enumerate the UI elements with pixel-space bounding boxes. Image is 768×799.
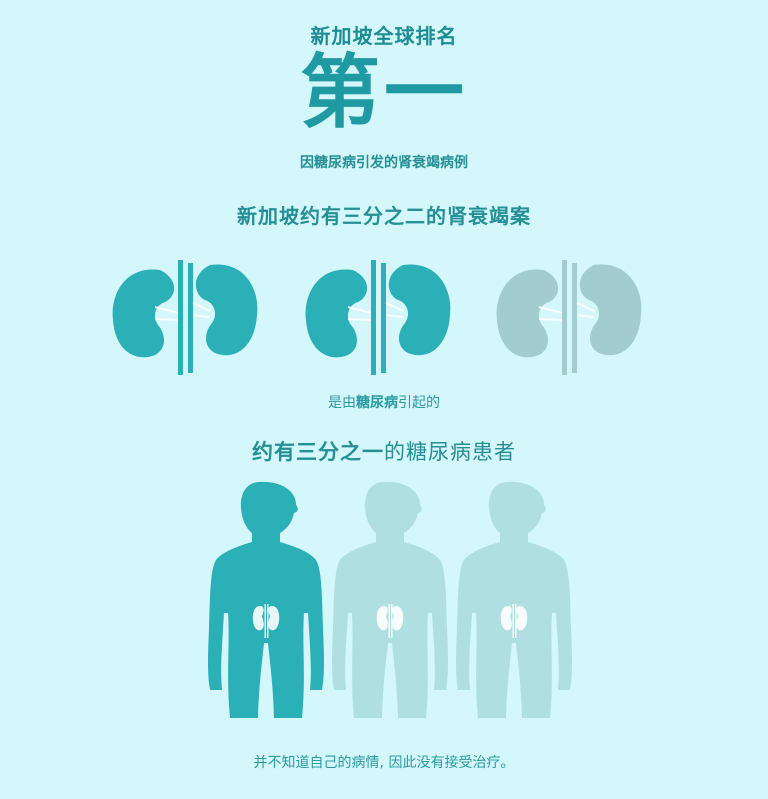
person-icon bbox=[332, 481, 448, 718]
header-title: 新加坡全球排名 bbox=[310, 24, 458, 48]
rank-value: 第一 bbox=[300, 46, 468, 139]
kidney-note-prefix: 是由 bbox=[328, 395, 356, 411]
kidney-note-bold: 糖尿病 bbox=[356, 395, 398, 411]
header-caption: 因糖尿病引发的肾衰竭病例 bbox=[300, 155, 468, 171]
person-icon bbox=[208, 481, 324, 718]
kidney-heading: 新加坡约有三分之二的肾衰竭案 bbox=[237, 204, 531, 228]
kidney-icon bbox=[305, 260, 451, 375]
people-heading-bold: 约有三分之一 bbox=[252, 440, 384, 464]
kidney-icon bbox=[496, 260, 642, 375]
kidney-note-suffix: 引起的 bbox=[398, 395, 440, 411]
footer-note: 并不知道自己的病情, 因此没有接受治疗。 bbox=[253, 755, 515, 771]
people-heading: 约有三分之一的糖尿病患者 bbox=[0, 436, 768, 466]
kidney-note: 是由糖尿病引起的 bbox=[0, 392, 768, 412]
person-icon bbox=[456, 481, 572, 718]
people-heading-rest: 的糖尿病患者 bbox=[384, 440, 516, 464]
kidney-icon bbox=[112, 260, 258, 375]
